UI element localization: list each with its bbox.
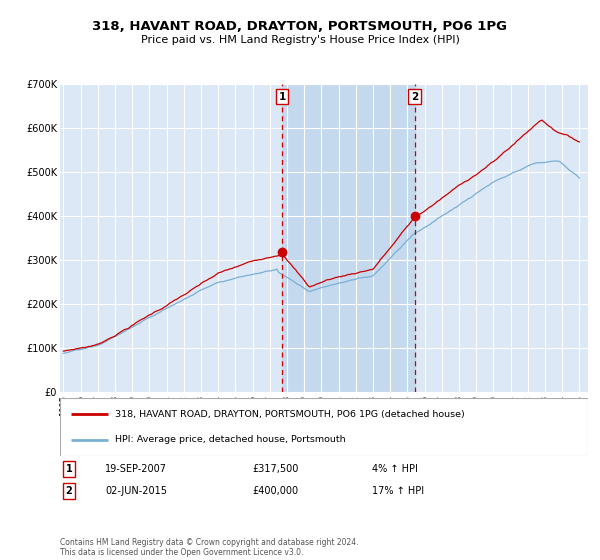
Text: 17% ↑ HPI: 17% ↑ HPI — [372, 486, 424, 496]
Text: 4% ↑ HPI: 4% ↑ HPI — [372, 464, 418, 474]
Text: HPI: Average price, detached house, Portsmouth: HPI: Average price, detached house, Port… — [115, 436, 346, 445]
Text: £400,000: £400,000 — [252, 486, 298, 496]
Bar — [282, 84, 415, 392]
FancyBboxPatch shape — [60, 398, 588, 456]
Text: 318, HAVANT ROAD, DRAYTON, PORTSMOUTH, PO6 1PG (detached house): 318, HAVANT ROAD, DRAYTON, PORTSMOUTH, P… — [115, 409, 465, 418]
Text: Price paid vs. HM Land Registry's House Price Index (HPI): Price paid vs. HM Land Registry's House … — [140, 35, 460, 45]
Text: £317,500: £317,500 — [252, 464, 298, 474]
Text: 02-JUN-2015: 02-JUN-2015 — [105, 486, 167, 496]
Text: 2: 2 — [411, 92, 418, 102]
Text: 1: 1 — [278, 92, 286, 102]
Text: 1: 1 — [65, 464, 73, 474]
Text: 2: 2 — [65, 486, 73, 496]
Text: Contains HM Land Registry data © Crown copyright and database right 2024.
This d: Contains HM Land Registry data © Crown c… — [60, 538, 359, 557]
Text: 318, HAVANT ROAD, DRAYTON, PORTSMOUTH, PO6 1PG: 318, HAVANT ROAD, DRAYTON, PORTSMOUTH, P… — [92, 20, 508, 32]
Text: 19-SEP-2007: 19-SEP-2007 — [105, 464, 167, 474]
